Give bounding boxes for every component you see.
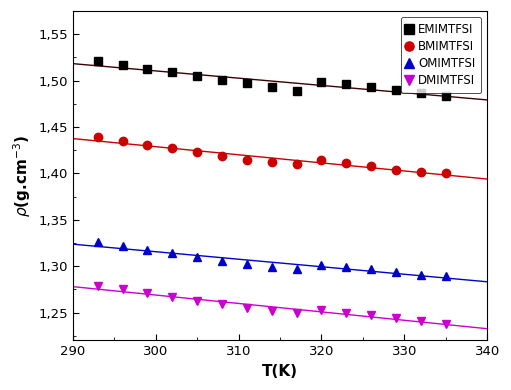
Line: BMIMTFSI: BMIMTFSI [94,133,450,177]
OMIMTFSI [269,265,275,269]
EMIMTFSI [343,82,350,87]
DMIMTFSI [244,306,250,310]
X-axis label: T(K): T(K) [262,364,298,379]
OMIMTFSI [418,272,424,277]
DMIMTFSI [194,298,200,303]
DMIMTFSI [418,319,424,323]
Y-axis label: $\rho$(g.cm$^{-3}$): $\rho$(g.cm$^{-3}$) [11,135,33,217]
EMIMTFSI [293,89,299,93]
EMIMTFSI [368,85,374,90]
DMIMTFSI [145,291,151,296]
BMIMTFSI [318,158,324,163]
DMIMTFSI [343,310,350,315]
EMIMTFSI [244,81,250,86]
BMIMTFSI [120,139,126,144]
DMIMTFSI [219,302,225,307]
BMIMTFSI [368,164,374,168]
EMIMTFSI [145,66,151,71]
BMIMTFSI [169,146,175,151]
BMIMTFSI [194,150,200,154]
EMIMTFSI [418,90,424,95]
BMIMTFSI [343,161,350,166]
DMIMTFSI [95,284,101,288]
DMIMTFSI [169,294,175,299]
Line: OMIMTFSI: OMIMTFSI [94,238,450,281]
EMIMTFSI [219,78,225,82]
EMIMTFSI [269,85,275,90]
DMIMTFSI [443,321,449,326]
BMIMTFSI [418,169,424,174]
DMIMTFSI [318,308,324,312]
OMIMTFSI [145,247,151,252]
OMIMTFSI [219,258,225,263]
EMIMTFSI [393,88,399,92]
BMIMTFSI [269,160,275,165]
BMIMTFSI [244,157,250,162]
EMIMTFSI [194,74,200,78]
OMIMTFSI [244,262,250,267]
OMIMTFSI [95,240,101,245]
BMIMTFSI [443,171,449,176]
OMIMTFSI [169,251,175,255]
BMIMTFSI [293,162,299,167]
EMIMTFSI [443,93,449,98]
DMIMTFSI [393,316,399,321]
OMIMTFSI [393,269,399,274]
OMIMTFSI [343,265,350,269]
BMIMTFSI [95,135,101,140]
OMIMTFSI [368,267,374,271]
OMIMTFSI [194,255,200,259]
Line: DMIMTFSI: DMIMTFSI [94,282,450,328]
DMIMTFSI [293,310,299,315]
EMIMTFSI [318,79,324,84]
BMIMTFSI [393,167,399,172]
DMIMTFSI [269,308,275,313]
OMIMTFSI [120,243,126,248]
BMIMTFSI [219,154,225,158]
EMIMTFSI [169,70,175,74]
OMIMTFSI [443,274,449,279]
BMIMTFSI [145,142,151,147]
EMIMTFSI [120,62,126,67]
EMIMTFSI [95,59,101,64]
OMIMTFSI [293,267,299,271]
DMIMTFSI [368,313,374,318]
Legend: EMIMTFSI, BMIMTFSI, OMIMTFSI, DMIMTFSI: EMIMTFSI, BMIMTFSI, OMIMTFSI, DMIMTFSI [401,17,481,93]
OMIMTFSI [318,263,324,268]
Line: EMIMTFSI: EMIMTFSI [94,57,450,100]
DMIMTFSI [120,287,126,292]
